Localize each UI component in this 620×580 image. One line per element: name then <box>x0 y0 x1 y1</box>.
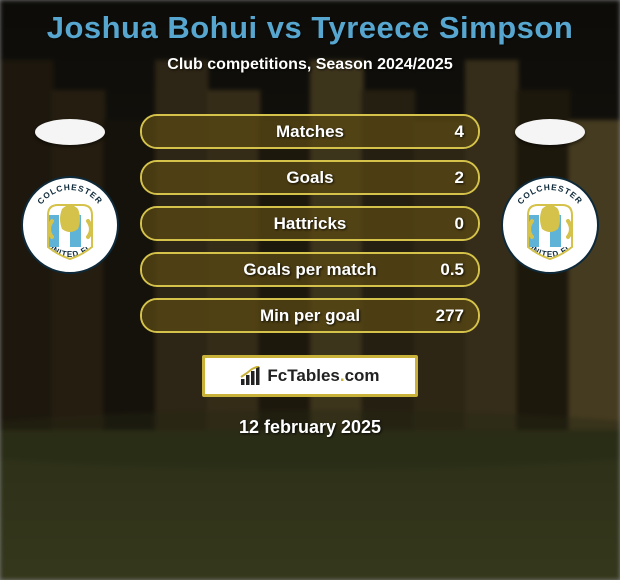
stat-label: Goals <box>142 162 478 193</box>
stat-label: Goals per match <box>142 254 478 285</box>
club-badge-left: COLCHESTER UNITED FC <box>20 175 120 275</box>
date-text: 12 february 2025 <box>0 417 620 438</box>
stat-value: 0.5 <box>440 254 464 285</box>
stat-row: Matches4 <box>140 114 480 149</box>
player-avatar-right <box>515 119 585 145</box>
stat-value: 277 <box>436 300 464 331</box>
player-right-column: COLCHESTER UNITED FC <box>500 114 600 275</box>
stats-column: Matches4Goals2Hattricks0Goals per match0… <box>140 114 480 333</box>
stat-label: Matches <box>142 116 478 147</box>
comparison-row: COLCHESTER UNITED FC Matches4 Goals2 Hattr… <box>0 114 620 333</box>
player-avatar-left <box>35 119 105 145</box>
club-badge-right: COLCHESTER UNITED FC <box>500 175 600 275</box>
source-text: FcTables.com <box>267 366 379 386</box>
stat-value: 0 <box>455 208 464 239</box>
player-left-column: COLCHESTER UNITED FC <box>20 114 120 275</box>
infographic-content: Joshua Bohui vs Tyreece Simpson Club com… <box>0 0 620 438</box>
subtitle: Club competitions, Season 2024/2025 <box>0 56 620 74</box>
stat-row: Hattricks0 <box>140 206 480 241</box>
stat-row: Min per goal277 <box>140 298 480 333</box>
stat-row: Goals2 <box>140 160 480 195</box>
source-badge: FcTables.com <box>202 355 418 397</box>
stat-value: 4 <box>455 116 464 147</box>
chart-icon <box>240 366 262 386</box>
stat-value: 2 <box>455 162 464 193</box>
stat-row: Goals per match0.5 <box>140 252 480 287</box>
stat-label: Hattricks <box>142 208 478 239</box>
page-title: Joshua Bohui vs Tyreece Simpson <box>0 10 620 46</box>
stat-label: Min per goal <box>142 300 478 331</box>
